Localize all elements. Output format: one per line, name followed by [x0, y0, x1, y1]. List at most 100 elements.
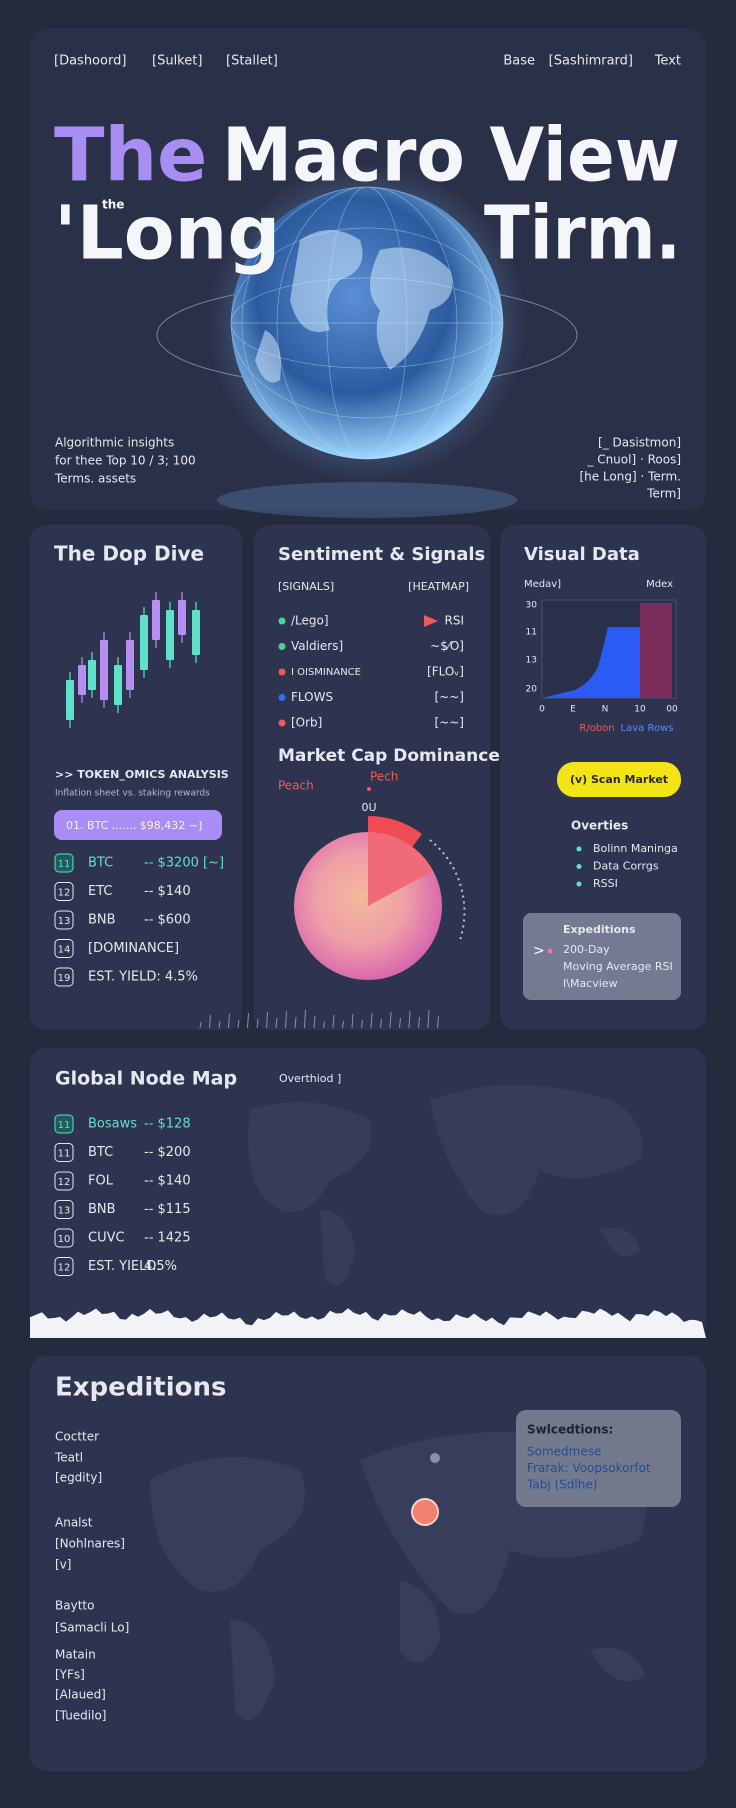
row-value: -- $600	[144, 913, 191, 928]
signal-label: FLOWS	[291, 690, 333, 704]
list-item: [Samacli Lo]	[55, 1621, 129, 1635]
row-name: EST. YIELD:	[88, 1259, 161, 1274]
row-value: -- 1425	[144, 1231, 191, 1246]
arrow: >	[533, 943, 545, 959]
list-item: [v]	[55, 1558, 71, 1572]
tick-deco	[237, 1019, 240, 1029]
badge-text: 12	[58, 888, 71, 899]
list-item: Coctter	[55, 1430, 99, 1444]
badge-text: 11	[58, 859, 71, 870]
row-name: BTC	[88, 856, 113, 871]
card-title: The Dop Dive	[54, 542, 204, 566]
legend-label: R/obon	[579, 723, 614, 734]
list-item: Matain	[55, 1648, 96, 1662]
pie-wedge	[368, 832, 433, 906]
badge	[54, 882, 74, 901]
axis-label: 13	[526, 656, 537, 666]
candle-body	[88, 660, 96, 690]
hero-text: _ Cnuol] · Roos]	[586, 453, 681, 467]
badge-text: 12	[58, 1177, 71, 1188]
pie-label: 0U	[361, 801, 376, 814]
tick-deco	[209, 1014, 211, 1029]
nav-item: [Dashoord]	[54, 54, 126, 69]
bullet	[576, 846, 582, 852]
content: [Dashoord] [Sulket] [Stallet] Base [Sashimra…	[30, 54, 706, 1723]
globe-land	[255, 230, 453, 383]
card-title: Sentiment & Signals	[278, 544, 485, 565]
header: [SIGNALS]	[278, 580, 334, 593]
box-title: Expeditions	[563, 923, 636, 936]
signal-dot	[278, 694, 286, 701]
tick-deco	[380, 1018, 382, 1029]
box-text: Somedmese	[527, 1445, 601, 1459]
world-map-1	[248, 1085, 642, 1286]
tick-deco	[408, 1010, 411, 1029]
note: Overthiod ]	[279, 1072, 341, 1085]
signal-value: RSI	[445, 614, 465, 628]
row-name: Bosaws	[88, 1117, 137, 1132]
header: [HEATMAP]	[408, 580, 469, 593]
row-name: CUVC	[88, 1231, 125, 1246]
row-value: 4.5%	[144, 1259, 177, 1274]
badge	[54, 939, 74, 958]
list-item: [Tuedilo]	[55, 1709, 107, 1723]
tick-deco	[323, 1021, 325, 1029]
candle-body	[100, 640, 108, 700]
candle-body	[126, 640, 134, 690]
tick-deco	[342, 1020, 344, 1029]
nav-item: [Stallet]	[226, 54, 278, 69]
card-title: Expeditions	[55, 1373, 227, 1403]
candle-body	[114, 665, 122, 705]
row-name: BTC	[88, 1145, 113, 1160]
section-title: Overties	[571, 819, 628, 833]
tick-deco	[399, 1017, 401, 1029]
badge	[54, 910, 74, 930]
box-text: Moving Average RSI	[563, 960, 673, 973]
row-name: [DOMINANCE]	[88, 941, 179, 956]
signal-dot	[278, 643, 286, 650]
tick-deco	[199, 1021, 202, 1029]
row-value: -- $140	[144, 884, 191, 899]
badge	[54, 853, 74, 873]
selection-box	[516, 1410, 681, 1507]
row-name: ETC	[88, 884, 112, 899]
badge-text: 11	[58, 1149, 71, 1160]
card-title: Visual Data	[524, 544, 640, 565]
box-text: 200-Day	[563, 943, 610, 956]
nav-item: [Sashimrard]	[549, 54, 633, 69]
signal-label: Valdiers]	[291, 639, 343, 653]
nav-item: Text	[654, 54, 681, 69]
axis-label: N	[602, 705, 609, 715]
badge	[54, 1257, 74, 1276]
tick-deco	[275, 1017, 278, 1029]
button-label: (v) Scan Market	[570, 773, 668, 786]
card-title: Global Node Map	[55, 1068, 237, 1090]
badge	[54, 1143, 74, 1162]
hero-text: Algorithmic insights	[55, 436, 174, 450]
candle-body	[78, 665, 86, 695]
signal-dot	[278, 617, 286, 625]
row-name: EST. YIELD: 4.5%	[88, 970, 198, 985]
row-name: BNB	[88, 913, 116, 928]
pie-arc	[429, 839, 466, 941]
axis-label: 11	[526, 628, 537, 638]
badge-text: 13	[58, 1206, 71, 1217]
map-dot	[430, 1453, 440, 1463]
hero-text: Terms. assets	[54, 472, 136, 486]
tick-deco	[247, 1012, 249, 1029]
badge-text: 12	[58, 1263, 71, 1274]
tick-deco	[285, 1010, 287, 1029]
list-item: Teatl	[54, 1451, 83, 1465]
hero-small: the	[102, 198, 124, 212]
axis-label: 10	[634, 705, 646, 715]
scan-button[interactable]	[557, 762, 681, 797]
signal-value: [~~]	[435, 716, 464, 730]
tick-deco	[313, 1015, 316, 1029]
card-node-map	[30, 1048, 706, 1338]
row-value: -- $115	[144, 1202, 191, 1217]
hero-text: for thee Top 10 / 3; 100	[55, 454, 196, 468]
candle-body	[192, 610, 200, 655]
tick-deco	[228, 1013, 230, 1029]
